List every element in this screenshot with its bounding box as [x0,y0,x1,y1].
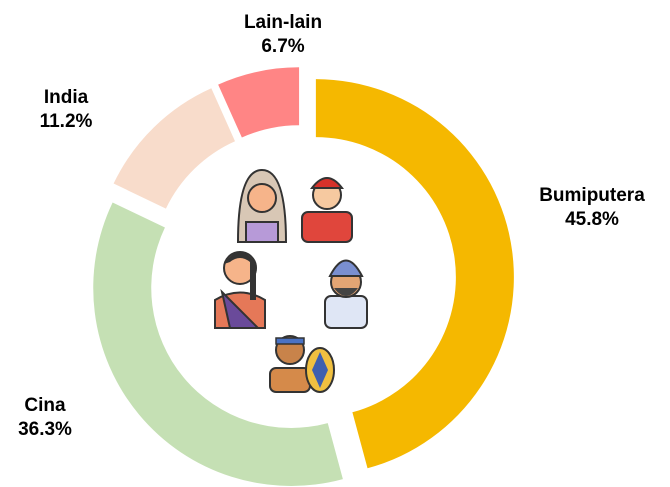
people-icons [214,168,368,393]
segment-value-label: 6.7% [261,36,304,57]
segment-label: Lain-lain [244,12,322,33]
donut-segment [113,88,236,209]
segment-label: Cina [24,395,66,416]
segment-value-label: 11.2% [40,111,93,132]
donut-segment [315,79,514,469]
segment-label: India [44,87,89,108]
segment-value-label: 45.8% [565,209,619,230]
donut-segment [218,67,300,138]
segment-value-label: 36.3% [18,419,72,440]
segment-label: Bumiputera [539,185,645,206]
donut-segment [93,202,343,486]
